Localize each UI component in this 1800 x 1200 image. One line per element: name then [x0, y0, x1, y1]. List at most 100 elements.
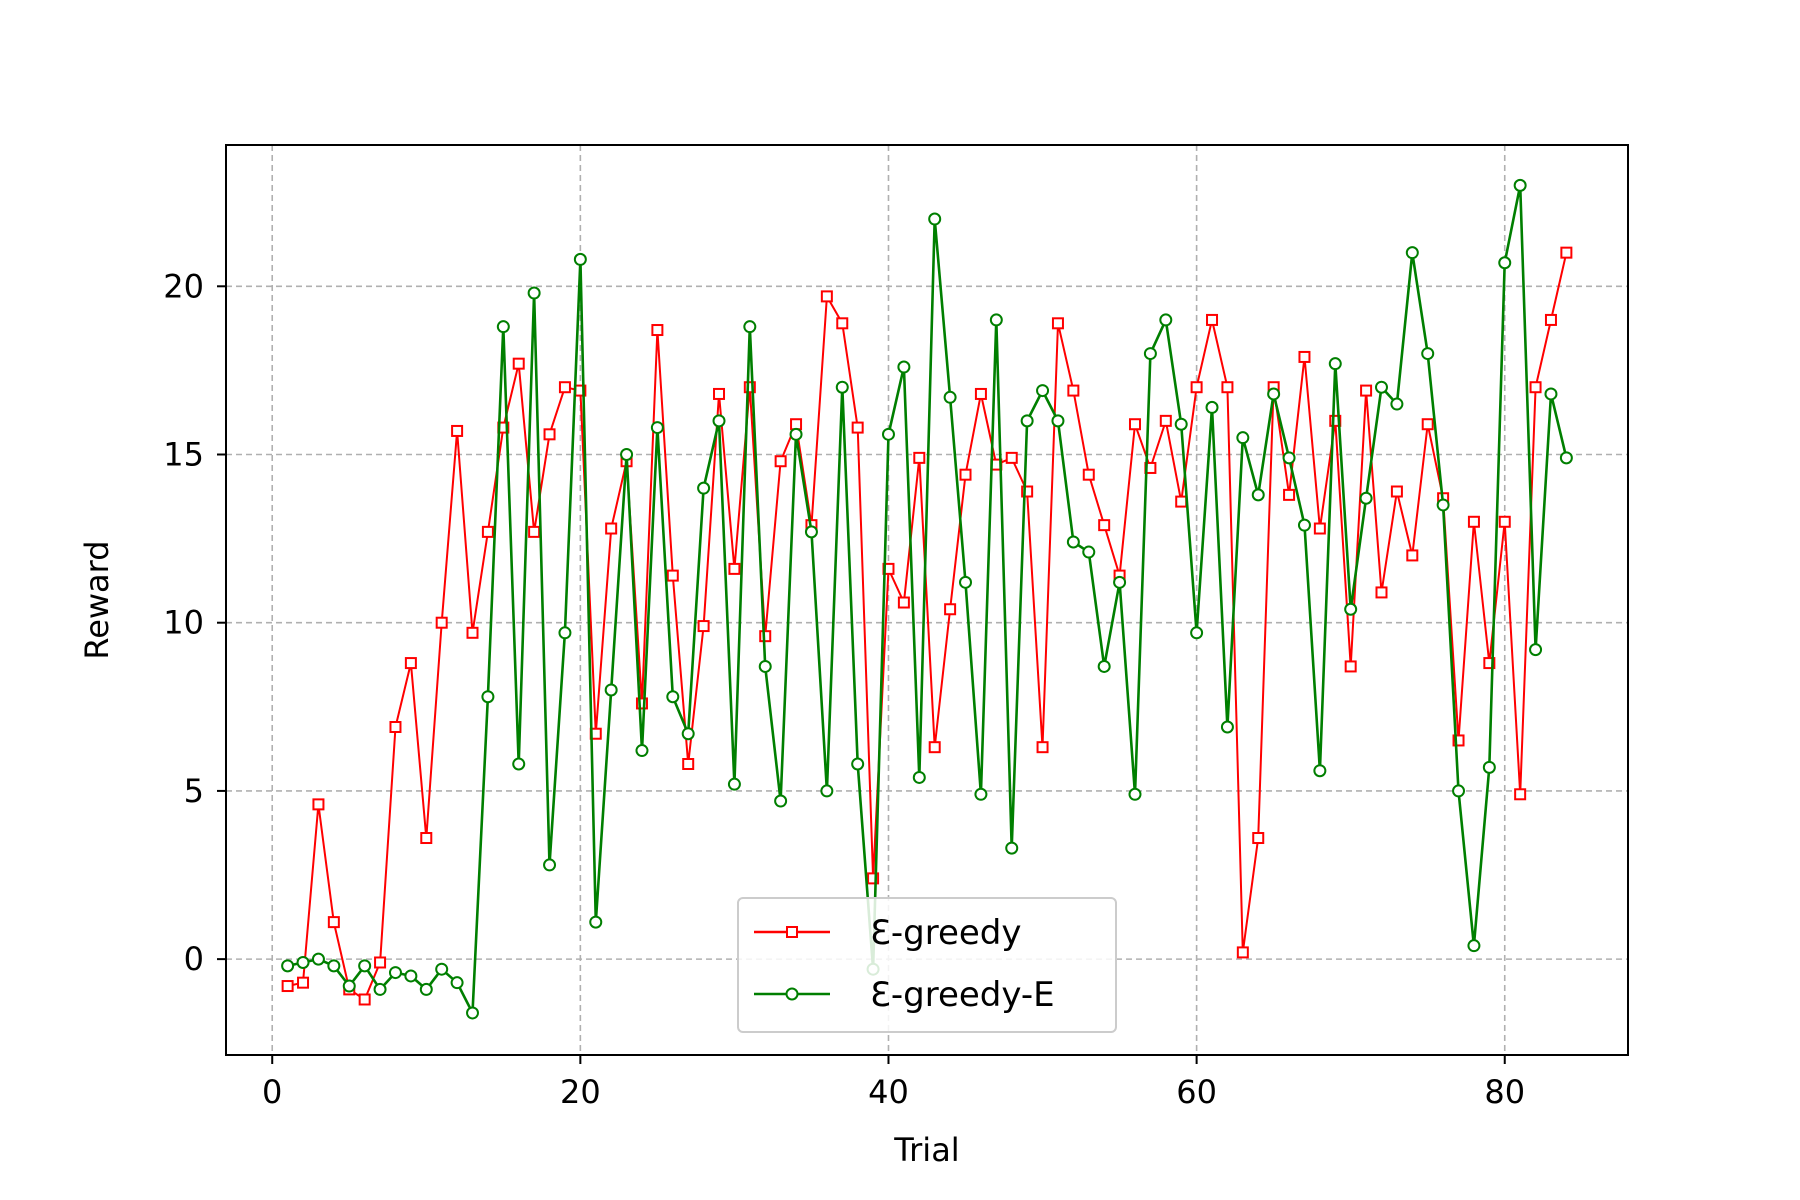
data-point	[867, 872, 880, 885]
x-tick-label: 40	[868, 1073, 909, 1111]
data-point	[1452, 734, 1465, 747]
series-2	[281, 178, 1573, 1020]
data-point	[1206, 313, 1219, 326]
data-point	[281, 980, 294, 993]
data-point	[1252, 832, 1265, 845]
data-point	[635, 744, 649, 758]
data-point	[620, 448, 634, 462]
data-point	[1174, 417, 1188, 431]
data-point	[1205, 400, 1219, 414]
data-point	[1483, 657, 1496, 670]
data-point	[404, 657, 417, 670]
y-tick-label: 20	[163, 267, 204, 305]
x-tick-label: 60	[1176, 1073, 1217, 1111]
data-point	[435, 962, 449, 976]
data-point	[1406, 549, 1419, 562]
data-point	[327, 959, 341, 973]
data-point	[1421, 347, 1435, 361]
data-point	[1128, 787, 1142, 801]
data-point	[959, 468, 972, 481]
data-point	[743, 320, 757, 334]
data-point	[281, 959, 295, 973]
data-point	[974, 787, 988, 801]
data-point	[1283, 488, 1296, 501]
data-point	[1421, 418, 1434, 431]
data-point	[389, 720, 402, 733]
x-axis-title: Trial	[893, 1131, 959, 1169]
data-point	[928, 212, 942, 226]
data-point	[1514, 788, 1527, 801]
legend-label: Ɛ-greedy	[870, 913, 1022, 953]
data-point	[327, 916, 340, 929]
series-line	[287, 184, 1568, 1015]
data-point	[481, 690, 495, 704]
data-point	[651, 324, 664, 337]
data-point	[543, 858, 557, 872]
data-point	[727, 777, 741, 791]
data-point	[1005, 841, 1019, 855]
data-point	[928, 741, 941, 754]
data-point	[835, 380, 849, 394]
data-point	[527, 286, 541, 300]
data-point	[851, 757, 865, 771]
series-line	[287, 252, 1568, 1001]
data-point	[1344, 602, 1358, 616]
data-point	[635, 697, 648, 710]
data-point	[605, 522, 618, 535]
legend-item-2: Ɛ-greedy-E	[754, 975, 1055, 1015]
legend-marker	[785, 987, 799, 1001]
data-point	[820, 784, 834, 798]
data-point	[697, 481, 711, 495]
legend-label: Ɛ-greedy-E	[870, 975, 1055, 1015]
data-point	[758, 659, 772, 673]
x-tick-label: 80	[1484, 1073, 1525, 1111]
data-point	[466, 1006, 480, 1020]
data-point	[358, 993, 371, 1006]
data-point	[1544, 387, 1558, 401]
data-point	[1405, 246, 1419, 260]
data-point	[790, 418, 803, 431]
data-point	[1020, 414, 1034, 428]
data-point	[1482, 760, 1496, 774]
data-point	[989, 313, 1003, 327]
data-point	[944, 603, 957, 616]
data-point	[1467, 939, 1481, 953]
data-point	[1236, 946, 1249, 959]
data-point	[419, 982, 433, 996]
legend-box	[737, 897, 1117, 1033]
data-point	[1297, 518, 1311, 532]
data-point	[804, 525, 818, 539]
data-point	[1374, 380, 1388, 394]
series-layer	[281, 178, 1573, 1020]
data-point	[512, 357, 525, 370]
data-point	[1390, 397, 1404, 411]
data-point	[712, 414, 726, 428]
data-point	[1390, 485, 1403, 498]
data-point	[1221, 381, 1234, 394]
data-point	[881, 427, 895, 441]
data-point	[1513, 178, 1527, 192]
data-point	[481, 525, 494, 538]
data-point	[297, 976, 310, 989]
data-point	[1036, 741, 1049, 754]
data-point	[1066, 535, 1080, 549]
data-point	[1051, 317, 1064, 330]
data-point	[558, 381, 571, 394]
data-point	[1298, 350, 1311, 363]
data-point	[543, 428, 556, 441]
data-point	[913, 451, 926, 464]
data-point	[1375, 586, 1388, 599]
data-point	[1190, 381, 1203, 394]
plot-frame	[225, 144, 1629, 1056]
data-point	[1436, 498, 1450, 512]
data-point	[1159, 313, 1173, 327]
legend-marker	[786, 926, 798, 938]
y-tick-label: 10	[163, 604, 204, 642]
data-point	[1051, 414, 1065, 428]
data-point	[851, 421, 864, 434]
data-point	[1313, 522, 1326, 535]
data-point	[959, 575, 973, 589]
data-point	[650, 421, 664, 435]
data-point	[897, 596, 910, 609]
